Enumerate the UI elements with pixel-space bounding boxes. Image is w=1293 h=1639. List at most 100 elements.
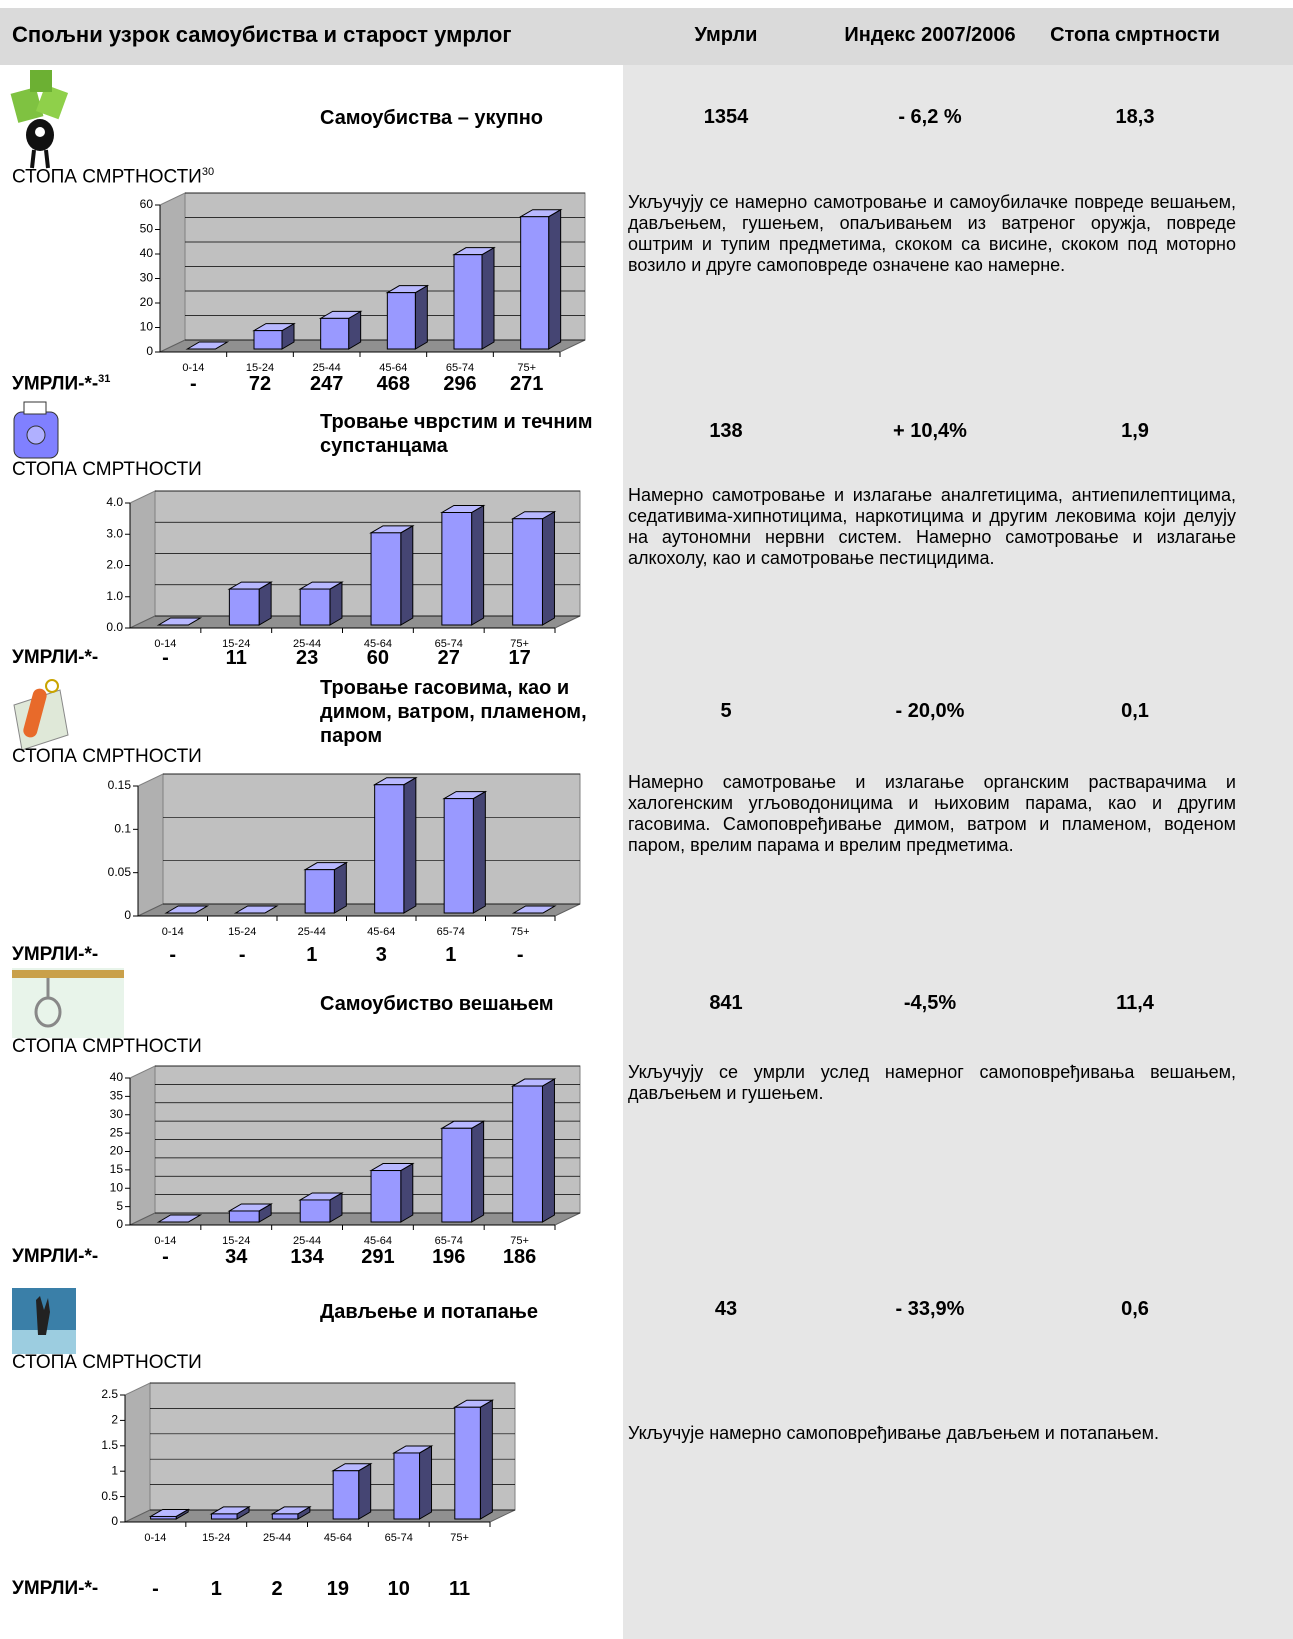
bar-front [150, 1515, 177, 1520]
rate-label: СТОПА СМРТНОСТИ30 [12, 166, 214, 188]
y-tick-label: 0.1 [114, 822, 131, 836]
deaths-value: 72 [248, 373, 272, 395]
y-tick-label: 2 [111, 1413, 118, 1427]
x-tick-label: 15-24 [202, 1532, 230, 1544]
bar-front [228, 1210, 260, 1223]
x-tick-label: 65-74 [435, 1235, 463, 1247]
y-tick-label: 0.15 [108, 778, 132, 792]
description: Укључује намерно самоповређивање дављење… [628, 1423, 1159, 1443]
section-index: -4,5% [903, 992, 957, 1014]
section-rate: 0,6 [1121, 1298, 1149, 1320]
x-tick-label: 15-24 [228, 926, 256, 938]
x-tick-label: 15-24 [246, 362, 274, 374]
bar [369, 1162, 415, 1223]
section-rate: 1,9 [1121, 420, 1149, 442]
description: Укључују се намерно самотровање и самоуб… [628, 192, 1236, 275]
x-tick-label: 25-44 [293, 1235, 321, 1247]
section-title: Самоубиство вешањем [320, 993, 554, 1015]
bar-side [403, 776, 417, 914]
x-tick-label: 75+ [511, 926, 530, 938]
rate-label: СТОПА СМРТНОСТИ [12, 1352, 202, 1374]
bar-side [471, 1120, 485, 1223]
description: Укључују се умрли услед намерног самопов… [628, 1062, 1236, 1103]
y-tick-label: 15 [110, 1162, 124, 1176]
y-tick-label: 0.0 [106, 620, 123, 634]
bar [510, 1078, 557, 1223]
bar [298, 581, 344, 626]
bar-front [253, 330, 283, 350]
x-tick-label: 65-74 [385, 1532, 413, 1544]
section-rate: 18,3 [1115, 106, 1155, 128]
deaths-value: 23 [295, 647, 319, 669]
bar [518, 208, 563, 350]
y-tick-label: 0 [146, 344, 153, 358]
deaths-value: 296 [443, 373, 477, 395]
bar [385, 284, 430, 350]
bar [318, 310, 363, 350]
bar-top [185, 341, 230, 350]
bar [440, 504, 486, 626]
deaths-label: УМРЛИ-*- [12, 944, 98, 966]
bar [331, 1462, 373, 1520]
bar [233, 905, 279, 914]
x-tick-label: 75+ [450, 1532, 469, 1544]
bar [164, 905, 210, 914]
y-tick-label: 20 [110, 1144, 124, 1158]
section-deaths-total: 1354 [703, 106, 749, 128]
rate-label-text: СТОПА СМРТНОСТИ [12, 459, 202, 480]
bar-front [441, 512, 473, 626]
bar [452, 246, 496, 350]
section-rate: 11,4 [1116, 992, 1154, 1014]
bar-front [332, 1470, 360, 1520]
y-tick-label: 50 [140, 222, 154, 236]
y-tick-label: 2.0 [106, 558, 123, 572]
deaths-label-text: УМРЛИ-*- [12, 1246, 99, 1267]
deaths-label-text: УМРЛИ-*- [12, 373, 99, 395]
bar [303, 861, 349, 914]
bar-side [400, 1162, 414, 1223]
deaths-value: 134 [290, 1246, 324, 1268]
section-title: Самоубиства – укупно [320, 107, 544, 129]
bar-side [548, 208, 562, 350]
y-tick-label: 0.5 [101, 1489, 118, 1503]
x-tick-label: 65-74 [437, 926, 465, 938]
x-tick-label: 0-14 [154, 1235, 176, 1247]
bar [209, 1506, 251, 1520]
bar-side [358, 1462, 372, 1520]
x-tick-label: 45-64 [324, 1532, 352, 1544]
bar-front [271, 1513, 299, 1520]
x-tick-label: 45-64 [364, 1235, 392, 1247]
section-deaths-total: 43 [714, 1298, 738, 1320]
rate-label: СТОПА СМРТНОСТИ [12, 459, 202, 481]
x-tick-label: 15-24 [222, 638, 250, 650]
deaths-value: 11 [225, 647, 247, 669]
deaths-value: 10 [387, 1578, 410, 1600]
side-wall [129, 490, 156, 629]
bar-front [453, 254, 483, 350]
deaths-value: 2 [271, 1578, 283, 1600]
deaths-value: - [152, 1578, 159, 1600]
description: Намерно самотровање и излагање органским… [628, 772, 1236, 855]
bar-front [304, 869, 335, 914]
x-tick-label: 25-44 [298, 926, 326, 938]
section-deaths-total: 5 [720, 700, 732, 722]
x-tick-label: 25-44 [293, 638, 321, 650]
rate-label-text: СТОПА СМРТНОСТИ [12, 1036, 202, 1057]
x-tick-label: 0-14 [154, 638, 176, 650]
deaths-value: 1 [306, 944, 318, 966]
bar-top [156, 1214, 203, 1223]
x-tick-label: 45-64 [367, 926, 395, 938]
bar-top [156, 617, 203, 626]
deaths-value: - [238, 944, 246, 966]
deaths-label: УМРЛИ-*- [12, 1578, 98, 1600]
bar [440, 1120, 486, 1223]
bar-front [299, 588, 331, 626]
deaths-value: - [189, 373, 197, 395]
bar-side [541, 1078, 555, 1223]
deaths-label: УМРЛИ-*- [12, 647, 98, 669]
bar-front [386, 292, 416, 350]
bar-side [414, 284, 428, 350]
bar [452, 1399, 495, 1520]
y-tick-label: 0 [116, 1217, 123, 1231]
